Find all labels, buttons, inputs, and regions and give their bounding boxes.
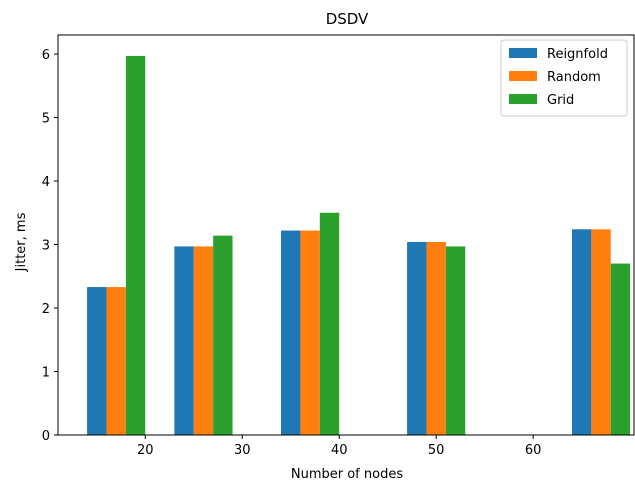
y-tick-label: 4 <box>42 175 50 190</box>
legend-label-reignfold: Reignfold <box>547 47 608 62</box>
y-axis-label: Jitter, ms <box>14 212 29 272</box>
x-axis-ticks: 20 30 40 50 60 <box>137 435 541 458</box>
bar-grid-3 <box>445 246 466 435</box>
y-tick-label: 0 <box>42 429 50 444</box>
y-tick-label: 2 <box>42 302 50 317</box>
bars-layer <box>87 55 631 435</box>
chart-title: DSDV <box>326 10 369 28</box>
bar-reignfold-0 <box>87 287 107 435</box>
legend-swatch-grid <box>509 94 537 104</box>
y-axis-ticks: 0 1 2 3 4 5 6 <box>42 48 58 444</box>
bar-random-0 <box>106 287 126 435</box>
legend-label-grid: Grid <box>547 93 574 108</box>
bar-random-3 <box>426 241 446 435</box>
x-tick-label: 40 <box>331 443 348 458</box>
bar-reignfold-1 <box>174 246 194 435</box>
bar-random-4 <box>591 229 611 435</box>
legend-swatch-random <box>509 71 537 81</box>
x-tick-label: 50 <box>428 443 445 458</box>
bar-random-2 <box>300 230 320 435</box>
legend: Reignfold Random Grid <box>500 39 628 117</box>
legend-swatch-reignfold <box>509 48 537 58</box>
bar-grid-2 <box>319 212 340 435</box>
y-tick-label: 1 <box>42 366 50 381</box>
axes-frame <box>57 34 635 436</box>
bar-reignfold-3 <box>407 241 427 435</box>
bar-grid-1 <box>213 235 233 435</box>
bar-grid-4 <box>610 263 631 435</box>
y-tick-label: 6 <box>42 48 50 63</box>
y-tick-label: 5 <box>42 112 50 127</box>
x-tick-label: 60 <box>525 443 542 458</box>
legend-label-random: Random <box>547 70 601 85</box>
y-tick-label: 3 <box>42 239 50 254</box>
bar-random-1 <box>193 246 214 435</box>
x-axis-label: Number of nodes <box>291 467 403 481</box>
x-tick-label: 20 <box>137 443 154 458</box>
bar-reignfold-4 <box>571 229 592 435</box>
bar-reignfold-2 <box>281 230 301 435</box>
x-tick-label: 30 <box>234 443 251 458</box>
bar-grid-0 <box>125 55 146 435</box>
